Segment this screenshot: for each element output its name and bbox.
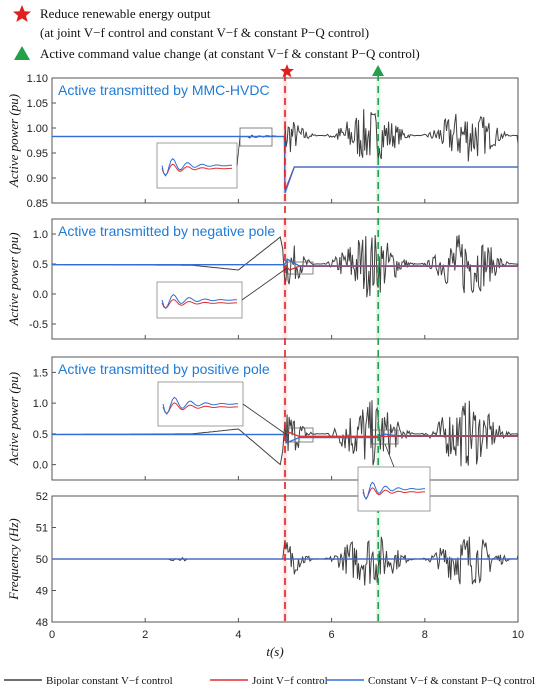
y-tick-label: 49 <box>36 586 48 598</box>
y-tick-label: 1.05 <box>27 98 48 110</box>
x-tick-label: 8 <box>422 629 428 641</box>
y-tick-label: 51 <box>36 523 48 535</box>
y-tick-label: 1.5 <box>33 367 48 379</box>
inset-pointer <box>384 443 395 468</box>
top-legend: Reduce renewable energy output (at joint… <box>13 5 420 61</box>
panel-4: 48 49 50 51 52 0 2 4 6 8 10 t(s) Frequency (Hz) <box>6 491 524 659</box>
x-tick-label: 6 <box>329 629 335 641</box>
y-tick-label: 1.10 <box>27 73 48 85</box>
x-tick-label: 0 <box>49 629 55 641</box>
y-tick-label: -0.5 <box>29 319 48 331</box>
x-axis-label: t(s) <box>266 644 283 659</box>
inset-red-trace <box>161 298 237 309</box>
y-tick-label: 0.95 <box>27 148 48 160</box>
inset-pointer <box>241 267 288 301</box>
series-line-3 <box>52 135 518 194</box>
y-axis-label: Active power (pu) <box>6 94 21 188</box>
event-triangle-icon <box>372 65 384 76</box>
inset-mmc <box>156 127 273 189</box>
inset-negative <box>156 261 314 319</box>
y-axis-label: Active power (pu) <box>6 232 21 326</box>
x-tick-label: 4 <box>235 629 241 641</box>
y-tick-label: 52 <box>36 491 48 503</box>
panel-title: Active transmitted by positive pole <box>58 361 270 377</box>
legend-label-bipolar: Bipolar constant V−f control <box>46 675 173 686</box>
y-tick-label: 48 <box>36 617 48 629</box>
panel-title: Active transmitted by MMC-HVDC <box>58 82 270 98</box>
legend-triangle-line: Active command value change (at constant… <box>40 46 420 61</box>
x-tick-label: 10 <box>512 629 524 641</box>
y-tick-label: 0.0 <box>33 289 48 301</box>
triangle-icon <box>14 46 30 60</box>
y-tick-label: 50 <box>36 554 48 566</box>
event-star-icon <box>280 64 294 78</box>
panel-title: Active transmitted by negative pole <box>58 223 275 239</box>
inset-red-trace <box>362 487 425 500</box>
inset-red-trace <box>161 163 232 176</box>
legend-star-line2: (at joint V−f control and constant V−f &… <box>40 25 369 40</box>
legend-label-joint: Joint V−f control <box>252 675 328 686</box>
inset-blue-trace <box>162 396 238 415</box>
y-axis-label: Active power (pu) <box>6 372 21 466</box>
y-tick-label: 1.0 <box>33 398 48 410</box>
panel-3: 0.0 0.5 1.0 1.5 Active power (pu) Active tran… <box>6 356 519 481</box>
legend-label-constant: Constant V−f & constant P−Q control <box>368 675 535 686</box>
y-tick-label: 0.0 <box>33 460 48 472</box>
bottom-legend: Bipolar constant V−f control Joint V−f c… <box>4 675 535 686</box>
panel-2: -0.5 0.0 0.5 1.0 Active power (pu) Active tra… <box>6 218 519 340</box>
y-tick-label: 0.5 <box>33 429 48 441</box>
inset-red-trace <box>162 402 238 415</box>
star-icon <box>13 5 31 22</box>
y-tick-label: 1.0 <box>33 229 48 241</box>
panel-1: 0.85 0.90 0.95 1.00 1.05 1.10 Active power (pu… <box>6 73 519 210</box>
inset-blue-trace <box>362 481 425 501</box>
y-axis-label: Frequency (Hz) <box>6 518 21 600</box>
legend-star-line1: Reduce renewable energy output <box>40 6 211 21</box>
y-tick-label: 0.90 <box>27 173 48 185</box>
event-band-red <box>282 357 288 480</box>
series-line-3 <box>52 258 518 267</box>
inset-pointer <box>236 136 241 166</box>
y-tick-label: 0.5 <box>33 259 48 271</box>
inset-positive-1 <box>157 381 314 443</box>
inset-pointer <box>242 403 288 436</box>
inset-positive-2 <box>357 429 431 512</box>
x-tick-label: 2 <box>142 629 148 641</box>
y-tick-label: 0.85 <box>27 198 48 210</box>
y-tick-label: 1.00 <box>27 123 48 135</box>
inset-blue-trace <box>161 293 237 309</box>
inset-blue-trace <box>161 157 232 177</box>
